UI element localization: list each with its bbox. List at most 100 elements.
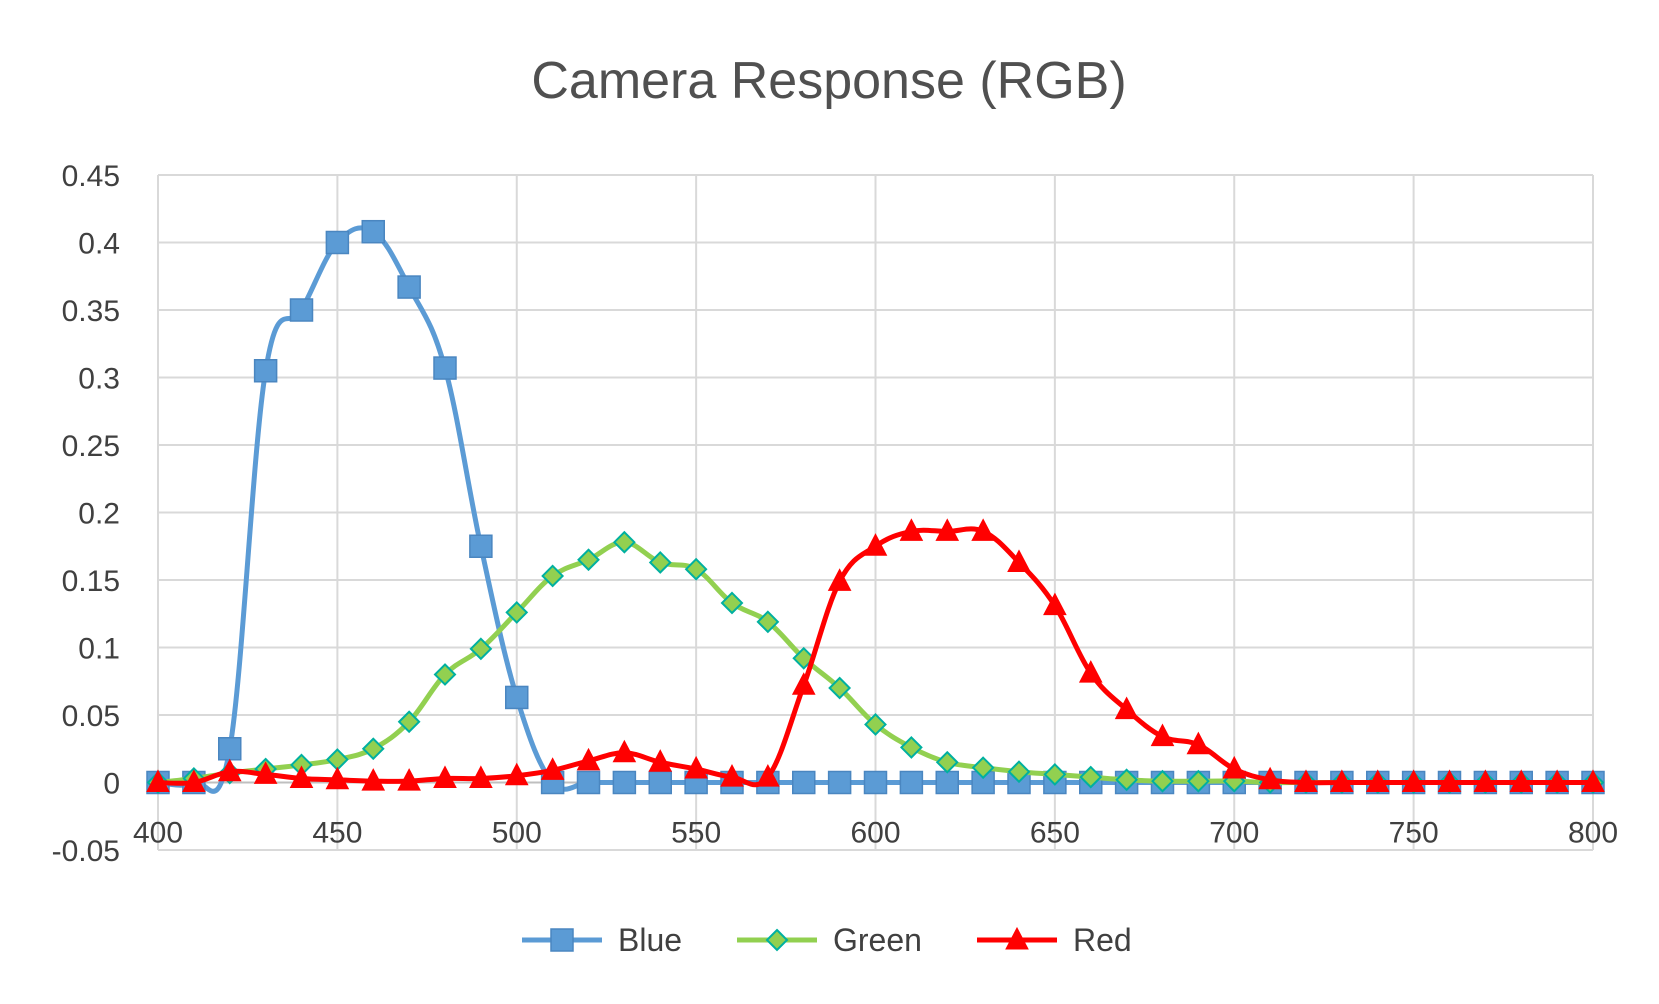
data-point-red — [217, 758, 242, 782]
data-point-red — [1150, 723, 1175, 747]
legend[interactable]: Blue Green Red — [522, 922, 1132, 958]
data-point-green — [720, 591, 744, 615]
y-tick-label: 0.05 — [62, 700, 120, 733]
data-point-red — [971, 518, 995, 541]
data-point-green — [756, 610, 780, 634]
data-point-red — [1007, 549, 1031, 572]
legend-marker-green — [765, 928, 789, 952]
legend-marker-red — [1005, 926, 1029, 950]
y-tick-label: 0.2 — [78, 498, 120, 531]
x-tick-label: 450 — [312, 817, 362, 850]
legend-item-blue[interactable]: Blue — [522, 922, 682, 958]
data-point-green — [577, 548, 600, 572]
x-tick-label: 600 — [850, 817, 900, 850]
x-tick-label: 500 — [492, 817, 542, 850]
data-point-green — [469, 637, 493, 661]
data-point-green — [1079, 765, 1103, 789]
data-point-blue — [935, 770, 959, 795]
chart-title: Camera Response (RGB) — [531, 52, 1126, 110]
data-point-red — [756, 764, 780, 787]
y-tick-label: 0.3 — [78, 363, 120, 396]
data-point-blue — [469, 534, 493, 558]
data-point-red — [720, 764, 744, 787]
data-point-red — [1258, 766, 1282, 790]
data-point-red — [899, 518, 924, 541]
x-tick-label: 550 — [671, 817, 721, 850]
data-point-red — [648, 749, 673, 772]
x-tick-label: 650 — [1030, 817, 1080, 850]
data-point-red — [540, 757, 565, 780]
data-point-red — [1401, 769, 1426, 792]
data-point-red — [1437, 769, 1462, 792]
data-point-red — [469, 765, 493, 788]
data-point-blue — [648, 770, 672, 795]
data-point-red — [325, 766, 350, 790]
data-point-blue — [325, 230, 350, 255]
data-point-red — [576, 747, 601, 771]
grid — [157, 174, 1594, 851]
y-tick-label: -0.05 — [52, 835, 120, 868]
data-point-blue — [827, 770, 852, 795]
data-point-green — [1043, 762, 1067, 786]
data-point-blue — [505, 685, 529, 710]
data-point-blue — [361, 219, 385, 244]
data-point-blue — [612, 770, 637, 795]
data-point-green — [1186, 769, 1210, 793]
y-tick-label: 0.4 — [78, 228, 120, 261]
data-point-green — [935, 750, 959, 774]
data-point-green — [433, 663, 457, 686]
data-point-red — [146, 769, 170, 792]
data-point-blue — [792, 770, 816, 795]
legend-label: Blue — [618, 922, 682, 958]
x-tick-label: 800 — [1568, 817, 1618, 850]
legend-marker-blue — [550, 928, 574, 952]
data-point-green — [397, 710, 421, 734]
data-point-red — [684, 755, 708, 779]
data-point-red — [1473, 769, 1498, 792]
y-tick-label: 0.45 — [62, 160, 120, 193]
legend-item-red[interactable]: Red — [977, 922, 1132, 958]
data-point-blue — [289, 298, 314, 322]
data-point-green — [1151, 769, 1174, 793]
data-point-green — [899, 735, 923, 759]
data-point-red — [433, 765, 457, 788]
data-point-red — [1509, 769, 1534, 792]
data-point-red — [253, 761, 278, 784]
data-point-red — [1581, 769, 1605, 792]
data-point-red — [791, 672, 816, 695]
data-point-red — [1294, 769, 1318, 792]
legend-item-green[interactable]: Green — [737, 922, 922, 958]
data-point-red — [827, 568, 852, 591]
data-point-red — [1114, 696, 1139, 720]
legend-label: Red — [1073, 922, 1132, 958]
legend-label: Green — [833, 922, 922, 958]
data-point-red — [361, 768, 386, 791]
x-tick-label: 750 — [1389, 817, 1439, 850]
data-point-blue — [397, 275, 421, 299]
data-point-green — [864, 713, 887, 736]
data-point-red — [1078, 660, 1103, 683]
data-point-green — [1115, 768, 1139, 792]
x-tick-label: 400 — [133, 817, 183, 850]
data-point-red — [289, 765, 314, 788]
y-tick-label: 0 — [103, 768, 120, 801]
data-point-red — [1222, 755, 1247, 779]
data-point-blue — [899, 770, 924, 795]
data-point-green — [505, 600, 529, 624]
data-point-green — [325, 748, 349, 771]
y-tick-label: 0.1 — [78, 633, 120, 666]
x-tick-label: 700 — [1209, 817, 1259, 850]
series-red — [146, 518, 1605, 792]
data-point-green — [1007, 760, 1031, 784]
data-point-red — [1545, 769, 1569, 792]
data-point-red — [1330, 769, 1354, 792]
axes: 0.45 0.4 0.35 0.3 0.25 0.2 0.15 0.1 0.05 0 -0.05 40… — [52, 160, 1618, 868]
data-point-red — [935, 518, 960, 541]
data-point-blue — [253, 359, 278, 383]
data-point-red — [863, 533, 888, 556]
data-point-blue — [576, 770, 601, 795]
data-point-red — [1365, 769, 1390, 792]
data-point-green — [541, 564, 565, 588]
series-layer — [146, 219, 1605, 795]
